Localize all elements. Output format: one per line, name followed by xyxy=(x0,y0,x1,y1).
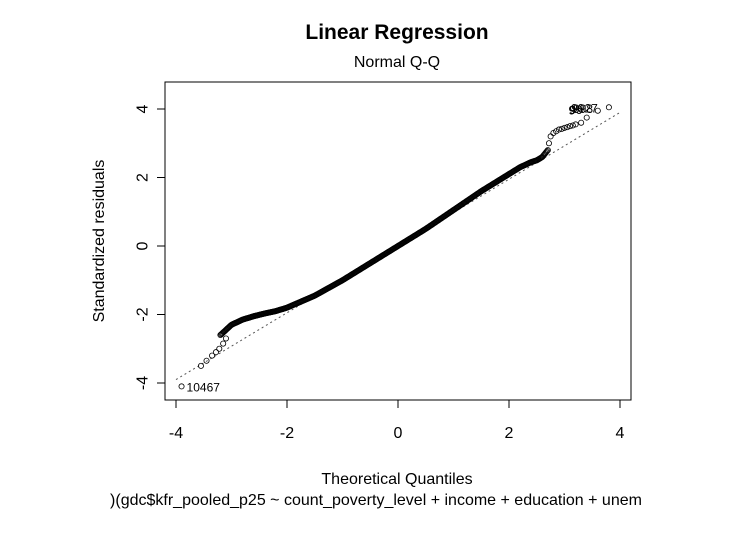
x-axis: -4 -2 0 2 4 xyxy=(169,399,625,442)
point-label: 10467 xyxy=(187,380,221,394)
qq-tail-point xyxy=(572,121,579,128)
y-axis: -4 -2 0 2 4 xyxy=(135,104,166,390)
x-tick-label: 0 xyxy=(394,425,403,442)
qq-tail-point xyxy=(220,340,227,347)
qq-tail-point xyxy=(178,383,185,390)
point-label: 9927 xyxy=(571,101,598,115)
qq-tail-point xyxy=(594,107,601,114)
qq-tail-point xyxy=(569,122,576,129)
qq-tail-point xyxy=(555,126,562,133)
qq-tail-point xyxy=(212,349,219,356)
qq-tail-point xyxy=(578,119,585,126)
qq-tail-point xyxy=(197,362,204,369)
y-tick-label: 4 xyxy=(135,104,152,113)
qq-tail-point xyxy=(558,125,565,132)
point-label: 99 xyxy=(569,103,583,117)
point-label: 9 xyxy=(568,104,575,118)
qq-tail-point xyxy=(605,104,612,111)
plot-frame xyxy=(164,81,632,401)
x-tick-label: 4 xyxy=(616,425,625,442)
y-axis-label: Standardized residuals xyxy=(91,160,108,323)
qq-tail-point xyxy=(567,123,574,130)
qq-tail-point xyxy=(547,133,554,140)
qq-tail-point xyxy=(209,352,216,359)
qq-tail-point xyxy=(222,335,229,342)
chart-title: Linear Regression xyxy=(305,21,488,44)
qq-tail-point xyxy=(545,140,552,147)
qq-tail-point xyxy=(583,114,590,121)
qq-tail-point xyxy=(216,345,223,352)
qq-point xyxy=(544,147,551,154)
point-label: 998 xyxy=(573,102,593,116)
qq-point xyxy=(543,149,550,156)
qq-tail-point xyxy=(203,357,210,364)
x-tick-label: 2 xyxy=(505,425,514,442)
model-caption: )(gdc$kfr_pooled_p25 ~ count_poverty_lev… xyxy=(110,492,642,509)
qq-point xyxy=(544,148,551,155)
y-tick-label: -2 xyxy=(135,307,152,321)
qq-tail-point xyxy=(561,124,568,131)
chart-subtitle: Normal Q-Q xyxy=(354,54,440,71)
y-tick-label: -4 xyxy=(135,376,152,390)
y-tick-label: 2 xyxy=(135,173,152,182)
x-tick-label: -4 xyxy=(169,425,183,442)
x-axis-label: Theoretical Quantiles xyxy=(321,471,472,488)
x-tick-label: -2 xyxy=(280,425,294,442)
qq-tail-point xyxy=(564,124,571,131)
y-tick-label: 0 xyxy=(135,241,152,250)
data-points xyxy=(178,104,612,390)
